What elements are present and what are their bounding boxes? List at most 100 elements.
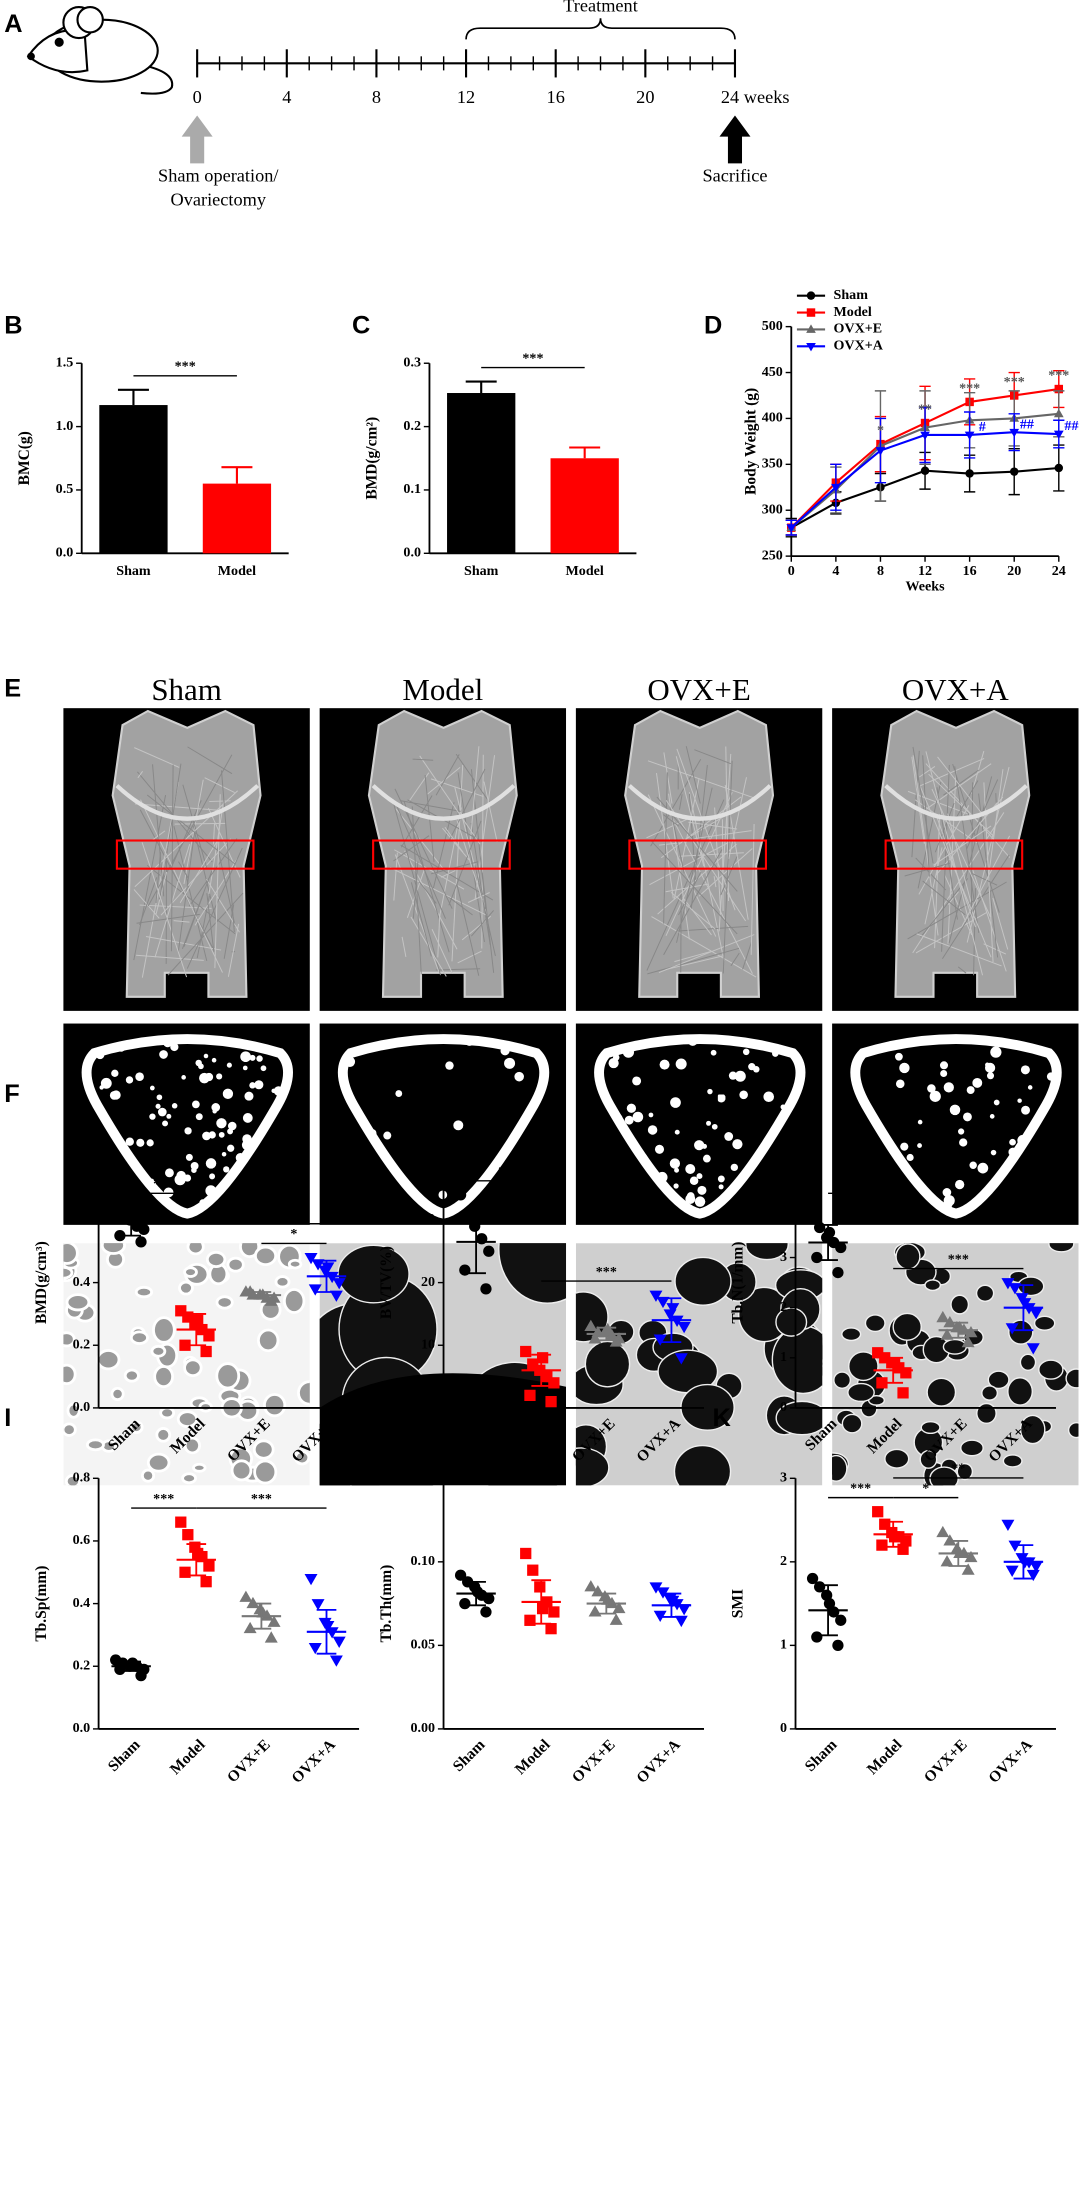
pore bbox=[1017, 1276, 1045, 1297]
marker bbox=[179, 1339, 191, 1351]
marker bbox=[670, 1315, 684, 1327]
bone-texture bbox=[742, 941, 753, 970]
timeline-tick-label: 12 bbox=[457, 87, 475, 107]
significance-label: *** bbox=[850, 1480, 871, 1496]
micro-ct-image bbox=[63, 1243, 310, 1486]
marker bbox=[239, 1590, 253, 1602]
bone-texture bbox=[676, 787, 713, 943]
trabecula bbox=[694, 1140, 705, 1151]
bone-texture bbox=[474, 865, 496, 957]
trabecula bbox=[990, 1149, 997, 1156]
bone-texture bbox=[137, 771, 144, 779]
pore bbox=[134, 1285, 154, 1299]
x-tick-label: Sham bbox=[464, 563, 499, 579]
bone-texture bbox=[928, 773, 995, 837]
bone-texture bbox=[401, 936, 407, 958]
marker bbox=[256, 1606, 270, 1618]
x-tick-label: 8 bbox=[877, 563, 884, 579]
pore bbox=[152, 1316, 176, 1344]
bone-texture bbox=[941, 764, 950, 952]
trabecula bbox=[170, 1042, 179, 1052]
marker bbox=[304, 1253, 318, 1265]
pore bbox=[226, 1256, 245, 1273]
bone-texture bbox=[181, 870, 213, 949]
bone-texture bbox=[177, 827, 196, 953]
bone-texture bbox=[448, 768, 486, 842]
pore bbox=[775, 1400, 823, 1436]
pore bbox=[1007, 1377, 1034, 1406]
marker bbox=[126, 1211, 139, 1223]
marker bbox=[1001, 1278, 1015, 1290]
x-tick-label: Model bbox=[864, 1736, 906, 1778]
bone-texture bbox=[227, 923, 240, 977]
marker bbox=[1005, 1565, 1019, 1577]
marker bbox=[243, 1285, 257, 1297]
legend-label: Sham bbox=[834, 287, 869, 303]
bone-texture bbox=[933, 825, 992, 866]
bone-texture bbox=[941, 854, 1010, 960]
marker bbox=[175, 1516, 187, 1528]
treatment-brace bbox=[465, 18, 736, 40]
trabecula bbox=[963, 1112, 972, 1122]
marker bbox=[246, 1596, 260, 1609]
trabecula bbox=[1009, 1138, 1016, 1146]
marker bbox=[897, 1387, 909, 1399]
trabecula bbox=[395, 1090, 403, 1097]
pore bbox=[847, 1382, 875, 1403]
bar bbox=[99, 405, 168, 554]
marker bbox=[584, 1580, 598, 1592]
marker bbox=[900, 1535, 912, 1547]
significance-label: *** bbox=[153, 1176, 174, 1192]
marker bbox=[835, 1614, 847, 1626]
cortical-shell bbox=[594, 1034, 806, 1219]
sd-bar bbox=[818, 1224, 838, 1261]
significance-label: ## bbox=[1064, 418, 1078, 434]
marker bbox=[649, 1290, 663, 1302]
bone-texture bbox=[972, 869, 1007, 972]
marker bbox=[203, 1560, 215, 1572]
marker bbox=[114, 1229, 126, 1242]
bone-texture bbox=[665, 955, 723, 971]
sd-bar bbox=[531, 1353, 552, 1387]
trabecula bbox=[171, 1103, 178, 1109]
bone-texture bbox=[139, 809, 215, 951]
trabecula bbox=[514, 1071, 524, 1082]
bone-texture bbox=[935, 813, 977, 928]
y-tick-label: 5 bbox=[780, 1149, 787, 1165]
legend-label: OVX+E bbox=[834, 321, 883, 337]
marker bbox=[520, 1345, 532, 1358]
bone-texture bbox=[916, 933, 1002, 967]
marker bbox=[527, 1358, 539, 1370]
trabecula bbox=[249, 1082, 256, 1089]
trabecula bbox=[986, 1072, 995, 1080]
bone-texture bbox=[694, 749, 731, 765]
trabecula bbox=[718, 1184, 724, 1190]
marker bbox=[192, 1547, 204, 1560]
marker bbox=[828, 1606, 840, 1618]
y-tick-label: 0.05 bbox=[410, 1637, 435, 1653]
trabecula bbox=[647, 1125, 658, 1135]
trabecula bbox=[632, 1076, 642, 1086]
significance-label: *** bbox=[1048, 368, 1069, 384]
sd-bar bbox=[1013, 1284, 1034, 1332]
bone-texture bbox=[182, 784, 208, 868]
marker bbox=[311, 1599, 325, 1611]
pore bbox=[150, 1344, 167, 1358]
trabecula bbox=[125, 1137, 134, 1146]
trabecula bbox=[697, 1185, 707, 1195]
pore bbox=[63, 1243, 79, 1265]
marker bbox=[325, 1271, 339, 1284]
bone-texture bbox=[992, 897, 1009, 950]
trabecula bbox=[710, 1049, 717, 1056]
bone-texture bbox=[954, 766, 980, 933]
trabecula bbox=[654, 1144, 665, 1154]
pore bbox=[892, 1312, 922, 1341]
pore bbox=[745, 1243, 789, 1261]
significance-label: *** bbox=[959, 380, 980, 396]
micro-ct-column-title: OVX+A bbox=[902, 672, 1010, 707]
marker bbox=[961, 1335, 975, 1348]
trabecula bbox=[216, 1118, 227, 1129]
pore bbox=[230, 1459, 253, 1482]
x-tick-label: OVX+E bbox=[921, 1736, 971, 1786]
